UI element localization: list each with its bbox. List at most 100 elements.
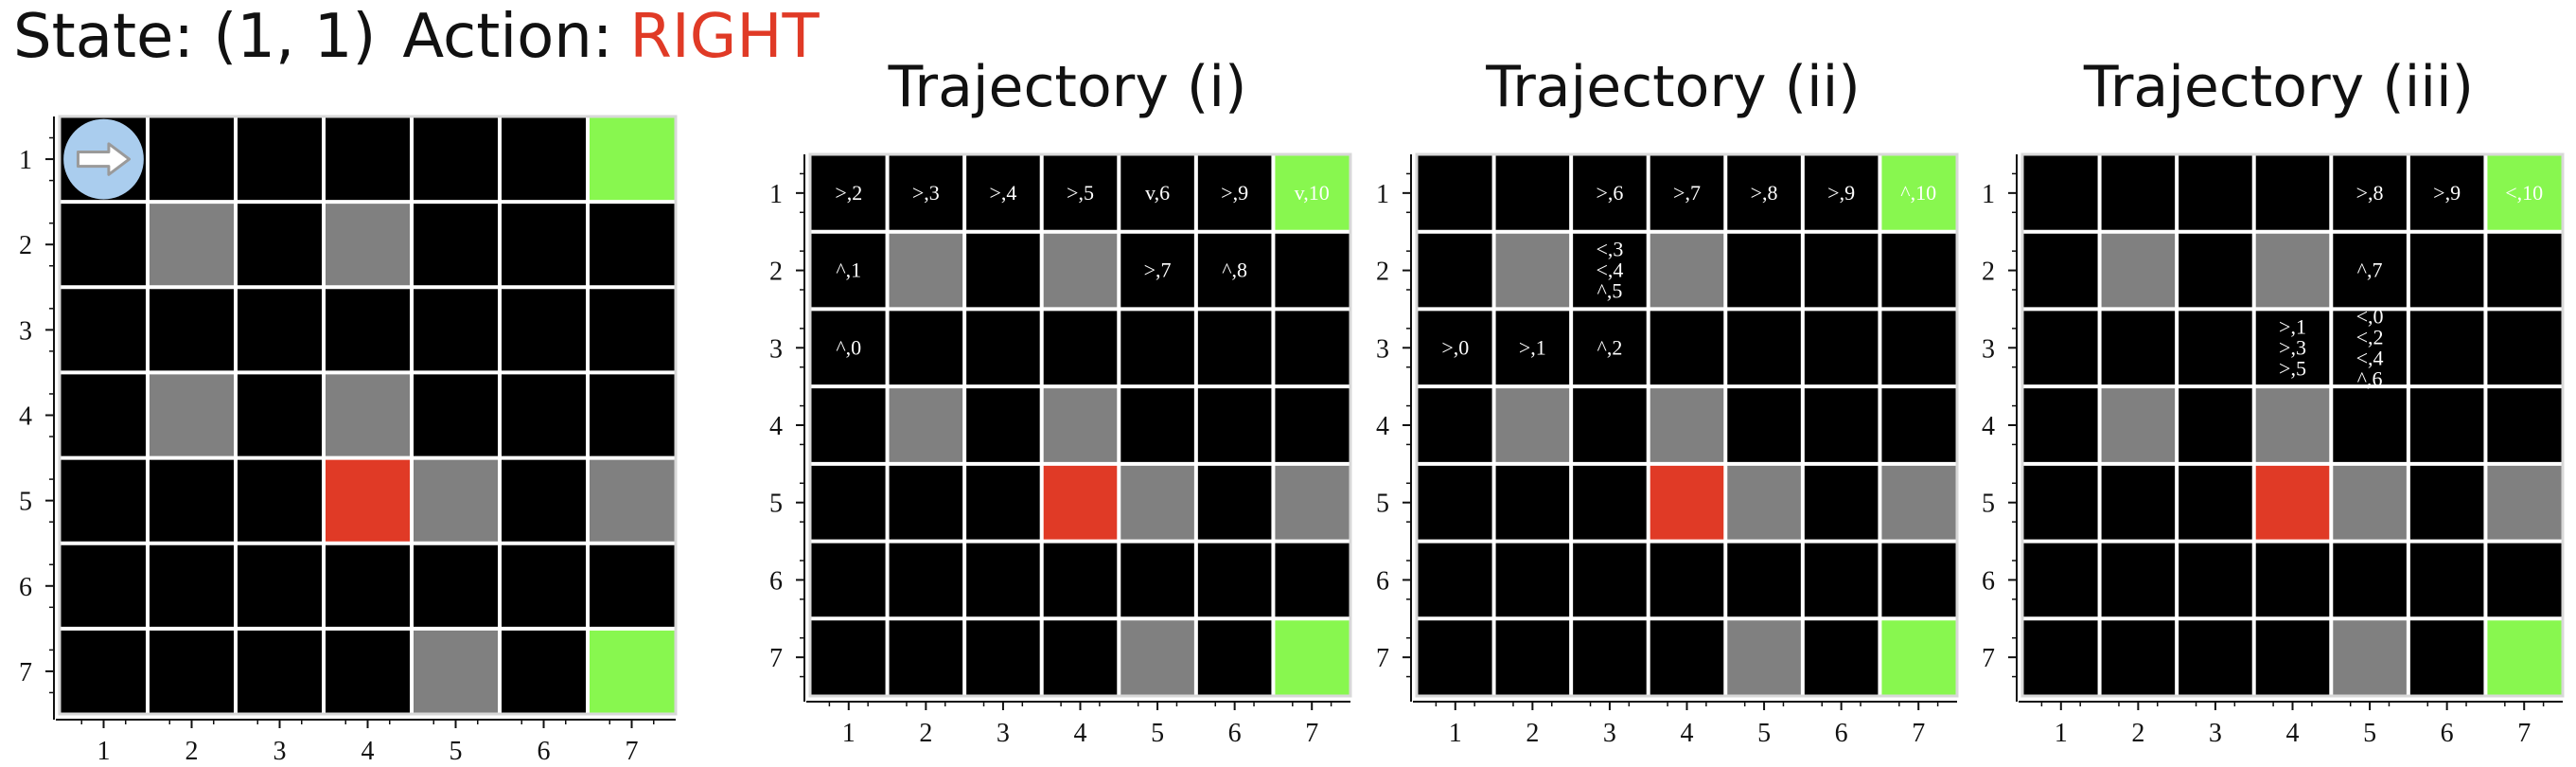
traj-3-cell-empty-r6c4 xyxy=(2253,541,2332,619)
traj-1-cell-empty-r7c3 xyxy=(964,618,1042,696)
main-y-tick-label: 7 xyxy=(19,658,32,687)
traj-1-cell-empty-r7c1 xyxy=(810,618,888,696)
main-y-tick-label: 4 xyxy=(19,402,32,432)
traj-2-step-label: >,0 xyxy=(1441,335,1469,359)
traj-2-cell-empty-r5c2 xyxy=(1493,463,1572,542)
traj-1-frame xyxy=(808,152,1352,698)
traj-1-cell-empty-r5c2 xyxy=(887,463,965,542)
traj-3-y-tick-label: 2 xyxy=(1982,258,1995,287)
main-cell-empty-r3c4 xyxy=(324,287,412,373)
traj-1-step-label: >,5 xyxy=(1067,181,1094,205)
traj-3-step-label: <,0 xyxy=(2356,304,2384,328)
trajectory-title: Trajectory (iii) xyxy=(2083,54,2474,120)
traj-2-cell-wall-r5c5 xyxy=(1725,463,1803,542)
traj-1-step-label: >,3 xyxy=(912,181,940,205)
main-cell-wall-r4c4 xyxy=(324,372,412,458)
traj-2-cell-wall-r4c2 xyxy=(1493,386,1572,464)
main-cell-empty-r3c1 xyxy=(60,287,148,373)
main-x-tick-label: 1 xyxy=(97,737,111,766)
traj-1-cell-empty-r4c6 xyxy=(1195,386,1274,464)
traj-2-cell-empty-r6c1 xyxy=(1417,541,1494,619)
traj-1-cell-empty-r1c6 xyxy=(1195,154,1274,232)
traj-3-cell-empty-r4c7 xyxy=(2485,386,2563,464)
main-cell-wall-r4c2 xyxy=(148,372,236,458)
traj-1-cell-empty-r5c6 xyxy=(1195,463,1274,542)
traj-1-cell-empty-r1c2 xyxy=(887,154,965,232)
main-cell-empty-r2c7 xyxy=(588,202,676,288)
traj-3-cell-empty-r5c6 xyxy=(2408,463,2486,542)
state-action-header: State: (1, 1) Action: RIGHT xyxy=(13,2,820,72)
traj-2-cell-hazard-r5c4 xyxy=(1648,463,1726,542)
main-x-tick-label: 7 xyxy=(626,737,639,766)
traj-3-cell-empty-r1c4 xyxy=(2253,154,2332,232)
main-cell-goal-r1c7 xyxy=(588,116,676,203)
main-cell-empty-r3c7 xyxy=(588,287,676,373)
main-cell-empty-r2c1 xyxy=(60,202,148,288)
traj-2-x-tick-label: 4 xyxy=(1681,719,1694,748)
traj-1-cell-empty-r1c3 xyxy=(964,154,1042,232)
traj-3-step-label: >,9 xyxy=(2433,181,2461,205)
traj-3-cell-empty-r2c6 xyxy=(2408,231,2486,310)
traj-2-x-tick-label: 1 xyxy=(1449,719,1462,748)
trajectory-panel-iii: Trajectory (iii) 1 2 3 4 5 6 7 1 2 3 4 5 6 7 >,8 >,9 <,10… xyxy=(1982,54,2565,748)
traj-2-cell-empty-r1c4 xyxy=(1648,154,1726,232)
main-cell-empty-r1c6 xyxy=(500,116,588,203)
main-cell-empty-r7c6 xyxy=(500,628,588,714)
traj-1-cell-empty-r7c6 xyxy=(1195,618,1274,696)
traj-1-cell-wall-r7c5 xyxy=(1119,618,1196,696)
traj-3-cell-empty-r1c1 xyxy=(2022,154,2100,232)
main-y-tick-label: 1 xyxy=(19,146,32,175)
traj-1-step-label: ^,0 xyxy=(836,335,861,359)
traj-1-cell-empty-r6c6 xyxy=(1195,541,1274,619)
traj-3-cell-empty-r1c2 xyxy=(2099,154,2178,232)
traj-2-cell-empty-r4c3 xyxy=(1571,386,1649,464)
traj-3-cell-empty-r2c3 xyxy=(2177,231,2254,310)
main-x-tick-label: 4 xyxy=(362,737,375,766)
traj-3-cell-empty-r3c4 xyxy=(2253,309,2332,387)
traj-3-x-tick-label: 6 xyxy=(2441,719,2454,748)
main-cell-empty-r1c2 xyxy=(148,116,236,203)
traj-2-cell-empty-r2c6 xyxy=(1802,231,1880,310)
traj-1-x-tick-label: 7 xyxy=(1305,719,1318,748)
right-arrow-icon xyxy=(76,142,132,176)
main-cell-empty-r7c3 xyxy=(236,628,324,714)
traj-2-y-tick-label: 2 xyxy=(1376,258,1389,287)
traj-2-cell-wall-r2c4 xyxy=(1648,231,1726,310)
traj-3-cell-empty-r7c6 xyxy=(2408,618,2486,696)
traj-3-cell-wall-r4c4 xyxy=(2253,386,2332,464)
traj-1-y-tick-label: 3 xyxy=(769,334,783,364)
traj-2-step-label: <,3 xyxy=(1596,238,1623,261)
traj-2-y-tick-label: 5 xyxy=(1376,490,1389,519)
main-y-tick-label: 3 xyxy=(19,316,32,346)
traj-2-step-label: ^,2 xyxy=(1597,335,1623,359)
traj-1-step-label: >,9 xyxy=(1221,181,1248,205)
traj-3-step-label: >,5 xyxy=(2279,356,2306,380)
main-cell-empty-r3c3 xyxy=(236,287,324,373)
traj-3-y-tick-label: 7 xyxy=(1982,644,1995,673)
traj-1-cell-empty-r6c5 xyxy=(1119,541,1196,619)
traj-3-cell-empty-r6c2 xyxy=(2099,541,2178,619)
traj-3-cell-empty-r4c1 xyxy=(2022,386,2100,464)
main-cell-empty-r6c3 xyxy=(236,543,324,629)
trajectory-title: Trajectory (i) xyxy=(888,54,1247,120)
traj-2-cell-empty-r1c6 xyxy=(1802,154,1880,232)
traj-2-cell-goal-r7c7 xyxy=(1879,618,1957,696)
traj-1-cell-wall-r4c4 xyxy=(1041,386,1120,464)
traj-1-cell-empty-r2c7 xyxy=(1273,231,1350,310)
traj-3-cell-empty-r5c2 xyxy=(2099,463,2178,542)
traj-2-x-tick-label: 3 xyxy=(1603,719,1616,748)
traj-3-cell-empty-r6c1 xyxy=(2022,541,2100,619)
traj-1-y-tick-label: 5 xyxy=(769,490,783,519)
main-y-tick-label: 6 xyxy=(19,573,32,602)
traj-2-step-label: >,9 xyxy=(1827,181,1855,205)
traj-2-cell-empty-r3c4 xyxy=(1648,309,1726,387)
traj-2-step-label: >,1 xyxy=(1519,335,1546,359)
main-gridworld: 1 2 3 4 5 6 7 1 2 3 4 5 6 7 xyxy=(19,115,678,766)
traj-1-cell-empty-r4c5 xyxy=(1119,386,1196,464)
traj-3-frame xyxy=(2020,152,2565,698)
main-frame xyxy=(58,115,678,716)
traj-2-cell-empty-r3c2 xyxy=(1493,309,1572,387)
traj-2-y-tick-label: 4 xyxy=(1376,412,1389,441)
traj-3-cell-wall-r2c4 xyxy=(2253,231,2332,310)
